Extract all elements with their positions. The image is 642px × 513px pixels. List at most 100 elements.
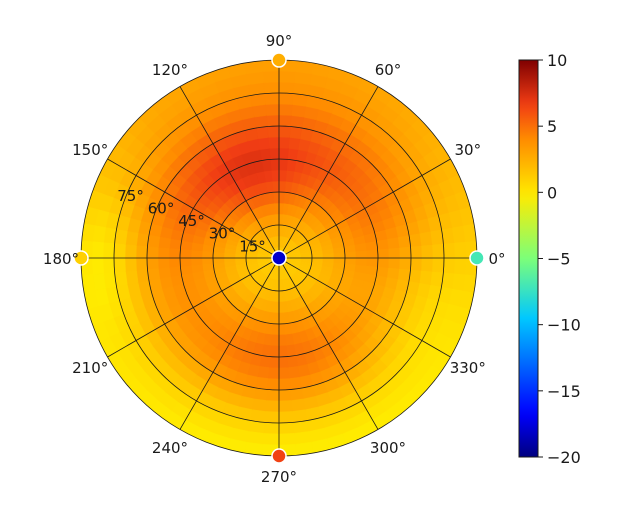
heat-cell xyxy=(270,345,280,358)
colorbar-tick-label: 0 xyxy=(547,183,557,202)
heat-cell xyxy=(376,266,390,278)
heat-cell xyxy=(262,433,280,446)
heat-cell xyxy=(322,257,335,264)
angular-tick-label: 150° xyxy=(72,141,108,159)
heat-cell xyxy=(278,378,292,391)
marker-point xyxy=(469,250,485,266)
heat-cell xyxy=(278,180,286,193)
heat-cell xyxy=(190,250,203,259)
heat-cell xyxy=(261,70,280,83)
heat-cell xyxy=(278,81,295,94)
heat-cell xyxy=(443,257,456,274)
heat-cell xyxy=(113,257,126,274)
angular-gridline xyxy=(278,257,379,430)
heat-cell xyxy=(265,114,280,127)
colorbar-tick-label: 5 xyxy=(547,117,557,136)
angular-tick-label: 300° xyxy=(370,439,406,457)
heat-cell xyxy=(287,147,299,161)
heat-cell xyxy=(271,334,280,347)
angular-tick-label: 240° xyxy=(152,439,188,457)
marker-point xyxy=(271,448,287,464)
heat-cell xyxy=(179,249,192,259)
heat-cell xyxy=(102,242,115,259)
heat-cell xyxy=(366,257,379,267)
radial-tick-label: 15° xyxy=(239,237,266,255)
radial-tick-label: 30° xyxy=(209,225,236,243)
angular-gridline xyxy=(179,86,280,259)
angular-gridline xyxy=(278,257,451,358)
heat-cell xyxy=(266,125,280,138)
heat-cell xyxy=(278,422,296,435)
heat-cell xyxy=(278,389,293,402)
heat-cell xyxy=(124,257,137,273)
heat-cell xyxy=(344,257,357,265)
colorbar-gradient xyxy=(518,59,539,458)
heat-cell xyxy=(421,257,434,272)
heat-cell xyxy=(432,257,445,273)
heat-cell xyxy=(454,240,467,259)
heat-cell xyxy=(278,92,294,105)
heat-cell xyxy=(272,312,280,325)
heat-cell xyxy=(267,136,280,149)
heat-cell xyxy=(278,136,290,149)
heat-cell xyxy=(113,243,126,259)
polar-tick-labels: 0° 30° 60° 90° 120° 150° 180° 210° 240° 270° 300° 3… xyxy=(43,32,506,486)
heat-cell xyxy=(201,251,214,259)
heat-cell xyxy=(388,246,401,259)
heat-cell xyxy=(278,125,291,138)
angular-gridline xyxy=(179,257,280,430)
heat-cell xyxy=(273,301,280,314)
heat-cell xyxy=(157,257,170,270)
heat-cell xyxy=(295,441,315,456)
colorbar: 10 5 0 −5 −10 −15 −20 xyxy=(518,51,581,467)
heat-cell xyxy=(410,257,423,271)
heat-cell xyxy=(278,70,296,83)
angular-tick-label: 120° xyxy=(152,61,188,79)
heat-cell xyxy=(268,147,280,160)
heat-cell xyxy=(377,257,390,268)
heat-cell xyxy=(432,242,445,259)
marker-point xyxy=(271,52,287,68)
angular-tick-label: 210° xyxy=(72,359,108,377)
heat-cell xyxy=(454,257,467,275)
heat-cell xyxy=(278,433,297,446)
heat-cell xyxy=(102,257,115,275)
angular-gridline xyxy=(107,158,280,259)
heat-cell xyxy=(263,92,280,105)
heat-cell xyxy=(91,257,104,276)
marker-points xyxy=(73,52,485,464)
heat-cell xyxy=(223,252,236,259)
heat-cell xyxy=(269,356,280,369)
angular-tick-label: 270° xyxy=(261,468,297,486)
colorbar-tick-label: 10 xyxy=(547,51,567,70)
colorbar-tick-label: −20 xyxy=(547,448,581,467)
colorbar-tick-label: −10 xyxy=(547,316,581,335)
heat-cell xyxy=(267,378,280,391)
heat-cell xyxy=(212,251,225,259)
heat-cell xyxy=(168,238,182,250)
marker-point xyxy=(271,250,287,266)
angular-gridline xyxy=(278,86,379,259)
angular-tick-label: 330° xyxy=(450,359,486,377)
heat-cell xyxy=(377,247,390,259)
heat-cell xyxy=(278,158,288,171)
polar-plot: 0° 30° 60° 90° 120° 150° 180° 210° 240° 270° 300° 3… xyxy=(43,32,506,486)
heat-cell xyxy=(81,274,96,294)
heat-cell xyxy=(263,422,280,435)
heat-cell xyxy=(146,257,159,271)
heat-cell xyxy=(157,247,170,259)
heat-cell xyxy=(146,246,159,259)
heat-cell xyxy=(399,245,412,259)
heat-cell xyxy=(91,241,104,259)
heat-cell xyxy=(410,244,423,259)
heat-cell xyxy=(262,81,280,94)
angular-gridline xyxy=(107,257,280,358)
heat-cell xyxy=(266,389,280,402)
angular-tick-label: 180° xyxy=(43,250,79,268)
heat-cell xyxy=(278,103,293,116)
heat-cell xyxy=(399,257,412,270)
heat-cell xyxy=(265,400,280,413)
heat-cell xyxy=(443,241,456,259)
radial-tick-label: 75° xyxy=(117,187,144,205)
